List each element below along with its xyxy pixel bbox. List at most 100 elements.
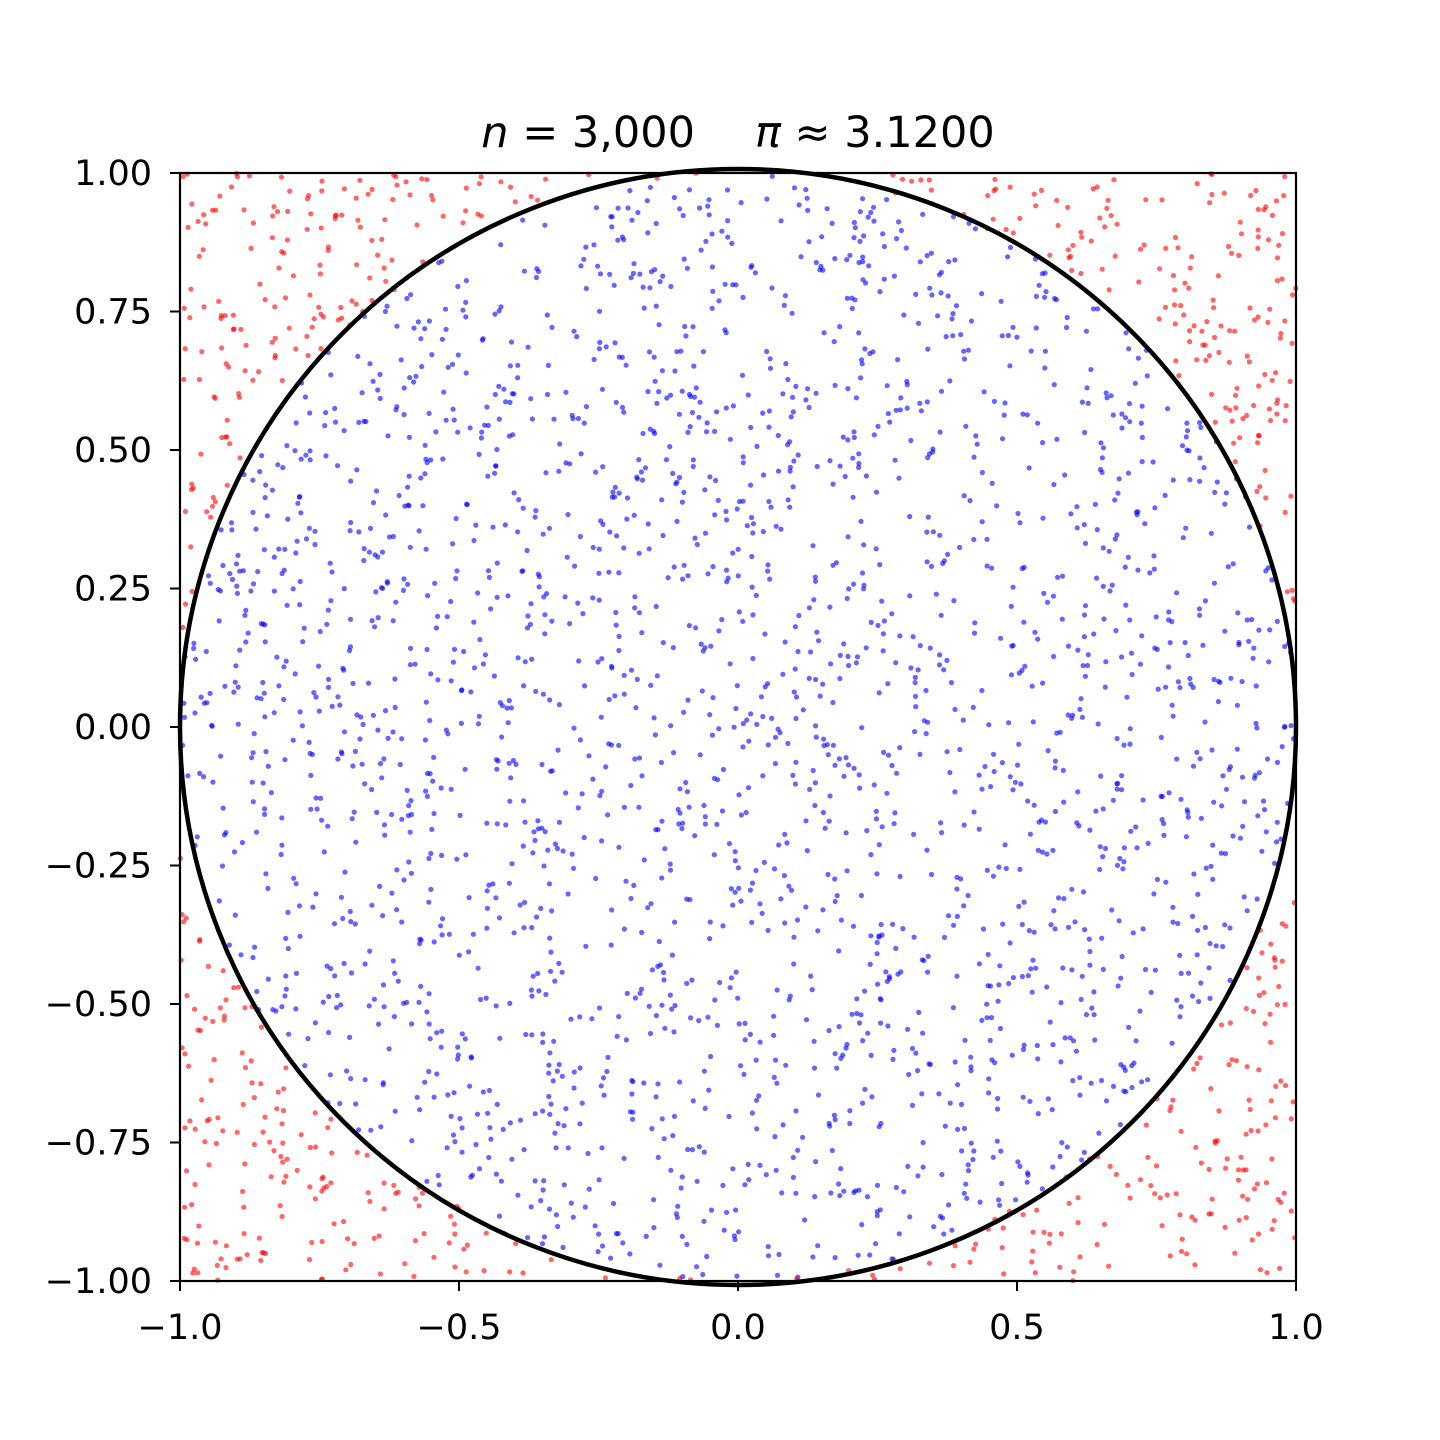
point-inside <box>709 231 715 237</box>
point-inside <box>734 506 740 512</box>
point-outside <box>304 333 310 339</box>
point-outside <box>1159 197 1165 203</box>
point-inside <box>691 394 698 400</box>
point-inside <box>750 521 757 527</box>
point-outside <box>421 1231 427 1237</box>
point-inside <box>873 808 879 814</box>
point-inside <box>1253 683 1259 689</box>
point-inside <box>229 576 236 583</box>
point-inside <box>416 528 422 534</box>
point-inside <box>401 576 407 582</box>
point-inside <box>326 1029 332 1036</box>
point-inside <box>925 514 931 520</box>
point-inside <box>549 908 555 914</box>
point-inside <box>1040 680 1046 686</box>
point-outside <box>548 1257 554 1263</box>
point-inside <box>909 1045 916 1052</box>
point-inside <box>454 568 460 574</box>
y-tick-label: −1.00 <box>45 1262 152 1302</box>
point-inside <box>532 1178 538 1184</box>
point-outside <box>1078 270 1084 277</box>
point-inside <box>697 752 703 758</box>
point-inside <box>804 848 810 854</box>
point-inside <box>376 1021 382 1027</box>
point-inside <box>682 323 688 330</box>
point-inside <box>296 903 303 909</box>
point-inside <box>515 362 521 368</box>
point-inside <box>1244 617 1250 623</box>
point-inside <box>827 458 833 464</box>
point-inside <box>1079 973 1085 979</box>
point-outside <box>1167 1107 1173 1114</box>
point-inside <box>1020 1094 1026 1100</box>
point-inside <box>806 605 813 611</box>
point-outside <box>268 1174 274 1180</box>
point-inside <box>1006 720 1012 726</box>
point-inside <box>694 1178 700 1184</box>
point-inside <box>851 429 857 435</box>
point-inside <box>597 339 603 345</box>
point-inside <box>1015 510 1021 517</box>
point-inside <box>417 936 423 942</box>
point-inside <box>827 604 833 610</box>
point-inside <box>628 782 634 789</box>
point-inside <box>609 224 615 230</box>
point-inside <box>1100 854 1106 860</box>
point-outside <box>1206 1166 1212 1172</box>
point-inside <box>635 209 641 216</box>
point-inside <box>1035 420 1041 426</box>
point-inside <box>685 573 691 579</box>
point-inside <box>1194 749 1200 755</box>
point-outside <box>181 305 187 311</box>
point-inside <box>639 929 645 936</box>
point-inside <box>445 364 451 370</box>
point-inside <box>773 1167 779 1173</box>
point-inside <box>813 723 819 729</box>
point-inside <box>1035 847 1041 854</box>
point-outside <box>319 1188 325 1194</box>
point-inside <box>876 842 882 848</box>
point-outside <box>379 236 385 242</box>
point-inside <box>258 696 264 702</box>
point-inside <box>800 1134 806 1140</box>
point-inside <box>706 1087 712 1093</box>
point-inside <box>440 456 446 462</box>
point-inside <box>1002 842 1008 848</box>
point-inside <box>486 882 492 888</box>
point-outside <box>463 208 469 214</box>
point-inside <box>917 259 923 265</box>
point-inside <box>282 546 288 552</box>
point-outside <box>1198 1160 1204 1166</box>
point-inside <box>678 348 684 354</box>
point-inside <box>761 472 767 478</box>
point-outside <box>520 1270 526 1276</box>
point-inside <box>426 855 432 862</box>
point-inside <box>989 1057 995 1063</box>
point-inside <box>999 760 1006 766</box>
point-inside <box>1198 424 1204 430</box>
point-inside <box>1139 1079 1145 1085</box>
point-inside <box>655 1081 661 1087</box>
point-inside <box>354 467 360 473</box>
point-inside <box>494 594 500 600</box>
point-inside <box>462 766 468 772</box>
point-inside <box>1263 568 1269 574</box>
point-inside <box>279 815 285 821</box>
point-inside <box>957 746 963 753</box>
point-inside <box>575 600 581 606</box>
point-inside <box>684 265 691 271</box>
point-inside <box>683 333 689 339</box>
point-inside <box>681 709 687 715</box>
point-inside <box>282 757 288 763</box>
point-inside <box>741 1071 747 1077</box>
point-inside <box>889 611 895 617</box>
point-inside <box>1047 1019 1053 1025</box>
point-inside <box>341 729 348 735</box>
point-inside <box>681 256 687 262</box>
point-inside <box>458 720 464 727</box>
point-inside <box>685 697 691 703</box>
point-inside <box>1020 1046 1027 1053</box>
point-inside <box>554 845 561 852</box>
point-inside <box>842 473 848 480</box>
point-outside <box>463 1269 469 1275</box>
